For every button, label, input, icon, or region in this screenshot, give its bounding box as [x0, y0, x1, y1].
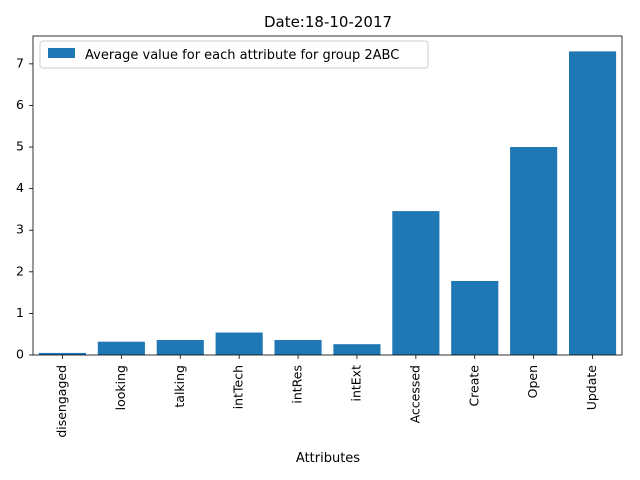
y-tick-label: 6 [16, 97, 24, 112]
bar-disengaged [38, 352, 87, 355]
y-tick-label: 2 [16, 263, 24, 278]
bar-Update [568, 51, 617, 356]
bar-Create [451, 280, 499, 355]
plot-area: disengaged looking talking intTech intRes int… [16, 35, 623, 438]
y-tick-label: 3 [16, 222, 24, 237]
legend: Average value for each attribute for gro… [39, 40, 429, 69]
x-tick-label: talking [172, 365, 187, 408]
x-axis-label: Attributes [296, 451, 360, 466]
x-tick-label: Update [584, 365, 599, 411]
y-tick-label: 5 [16, 139, 24, 154]
x-tick-label: disengaged [54, 365, 69, 438]
bar-Accessed [392, 211, 440, 355]
y-tick-label: 0 [16, 347, 24, 362]
bar-intTech [215, 332, 263, 355]
axes-frame [32, 35, 623, 356]
x-tick-label: looking [113, 365, 128, 410]
bar-intExt [333, 344, 381, 355]
bar-looking [97, 341, 145, 355]
bar-talking [156, 340, 204, 355]
legend-swatch [48, 48, 75, 58]
legend-frame [39, 40, 429, 69]
bar-intRes [274, 340, 322, 355]
x-tick-label: Open [525, 365, 540, 398]
y-tick-label: 1 [16, 305, 24, 320]
chart-title: Date:18-10-2017 [264, 13, 392, 31]
x-tick-label: intTech [231, 365, 246, 409]
legend-label: Average value for each attribute for gro… [85, 48, 399, 63]
x-tick-label: intRes [290, 365, 305, 404]
y-tick-label: 7 [16, 55, 24, 70]
y-tick-label: 4 [16, 180, 24, 195]
x-tick-label: Create [466, 365, 481, 407]
x-tick-label: intExt [348, 365, 363, 402]
bar-Open [510, 147, 558, 355]
x-tick-label: Accessed [407, 365, 422, 423]
